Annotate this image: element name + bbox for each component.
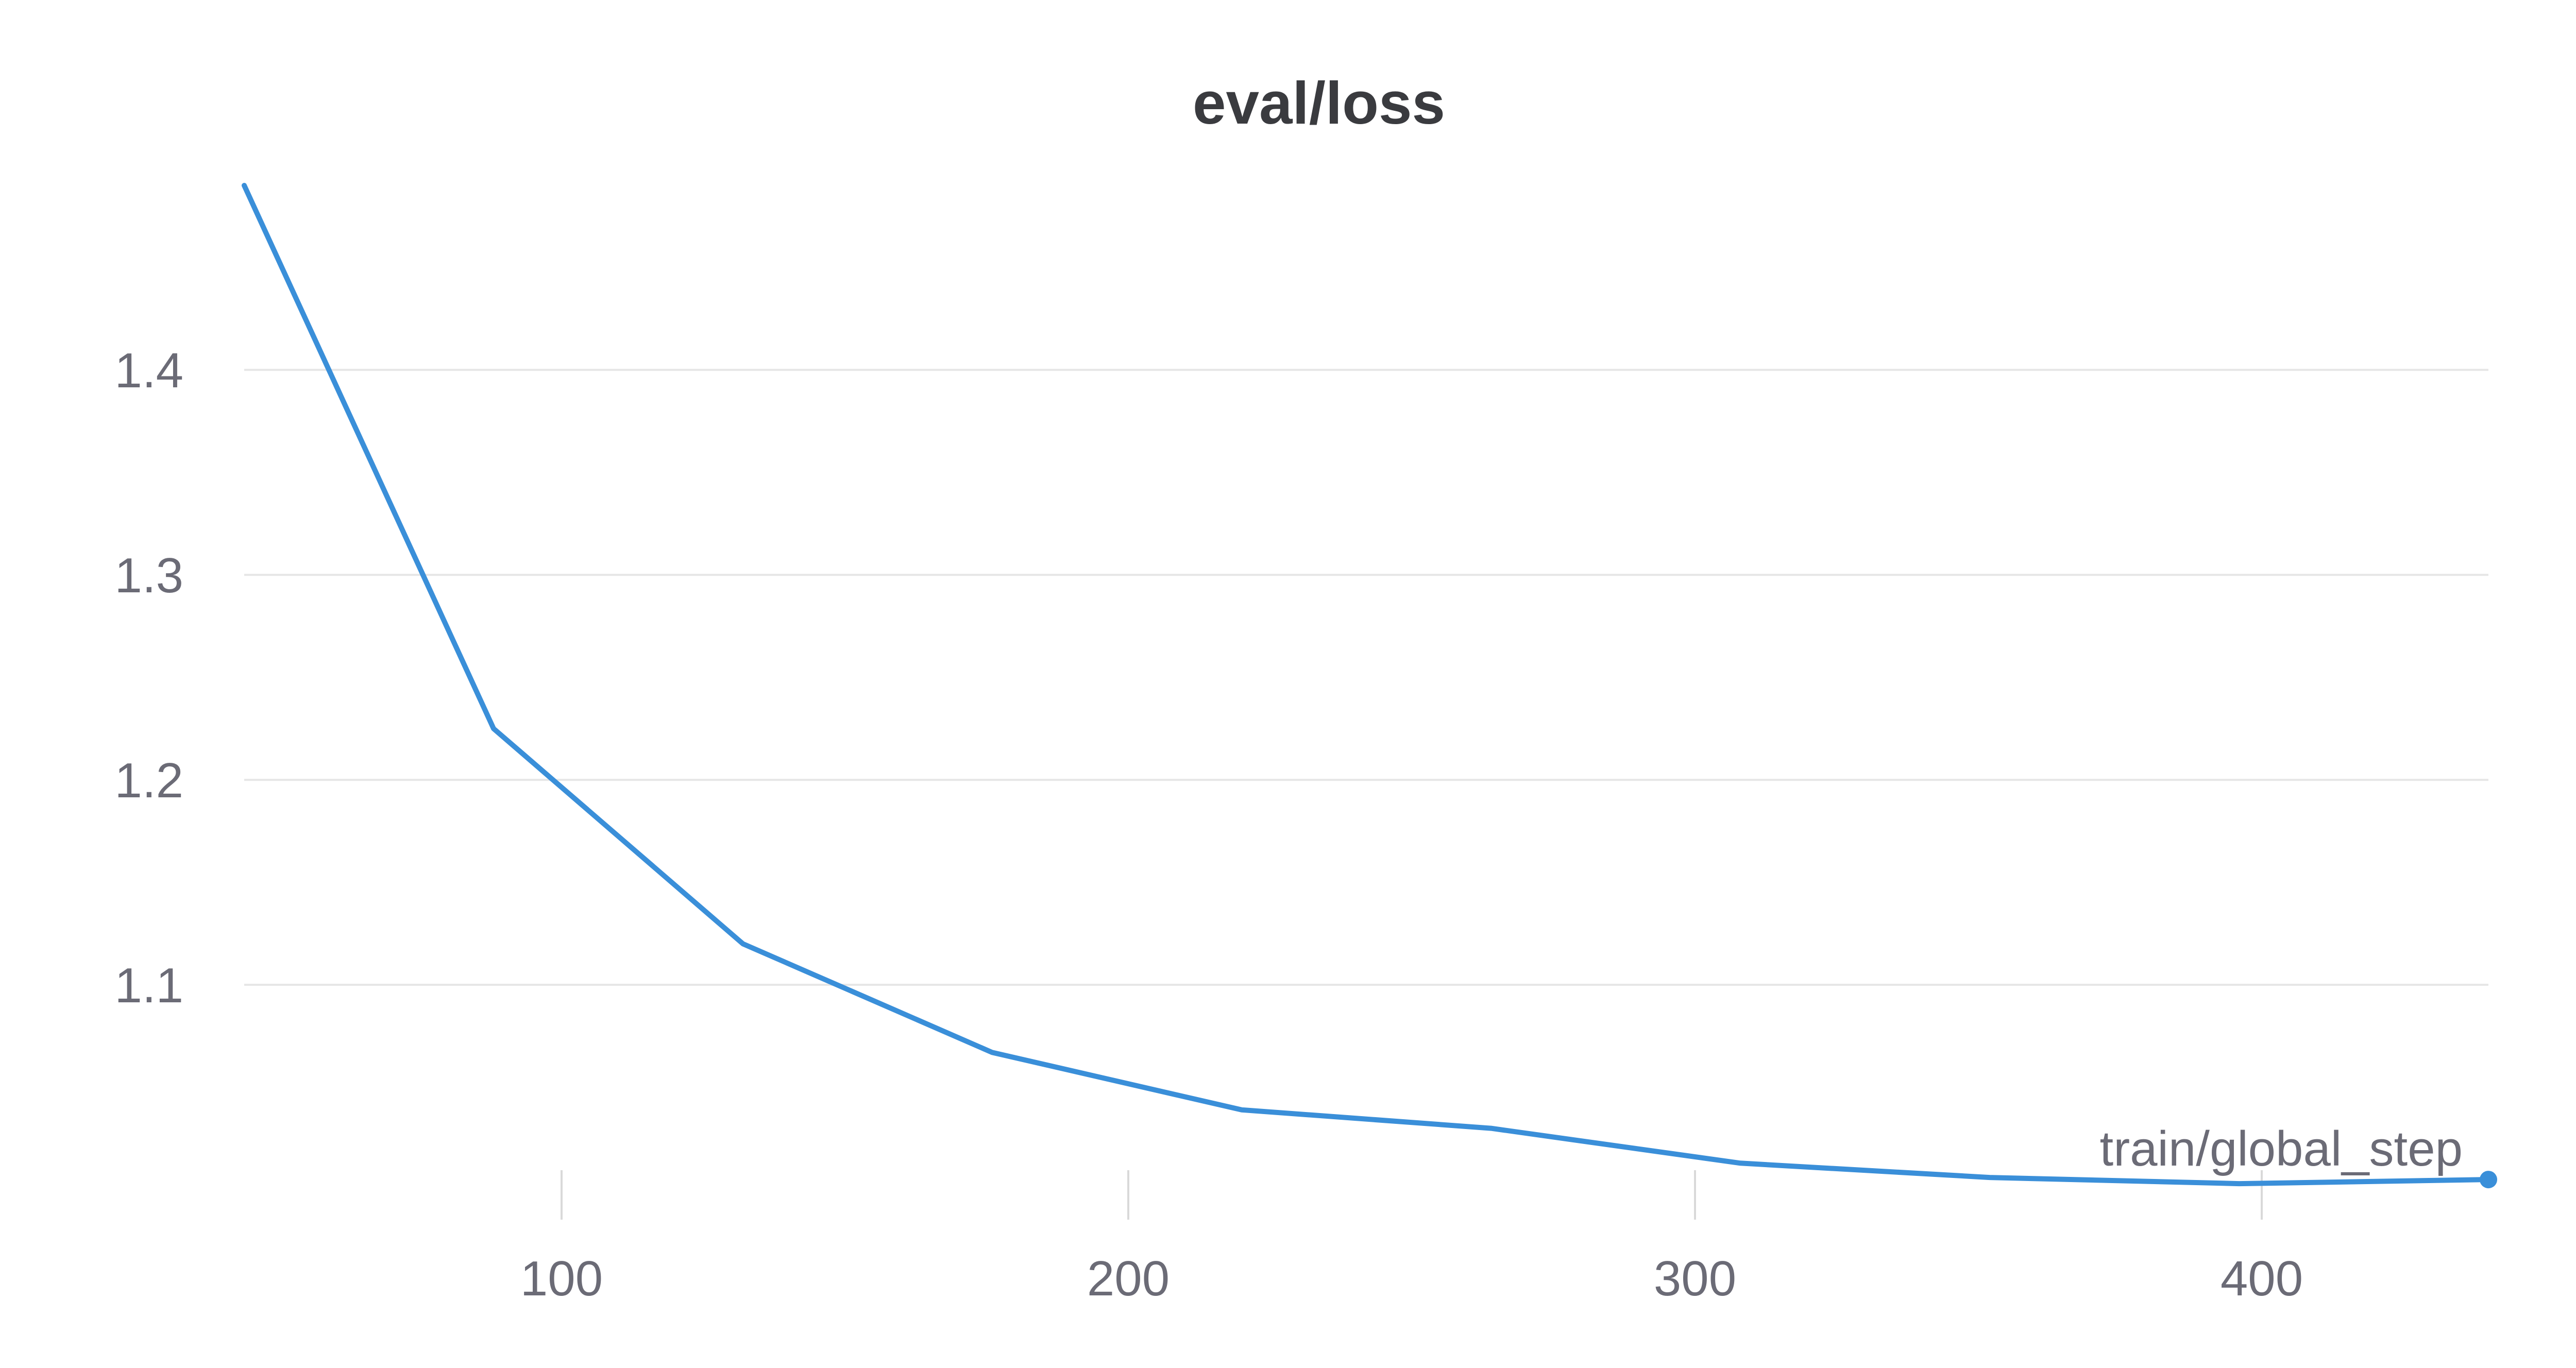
x-tick-label: 400 — [2221, 1251, 2303, 1306]
y-tick-label: 1.1 — [115, 958, 183, 1013]
x-tick-label: 300 — [1654, 1251, 1736, 1306]
series-layer — [242, 183, 2497, 1189]
y-labels-layer: 1.1 1.2 1.3 1.4 — [115, 343, 183, 1013]
x-axis-label: train/global_step — [2100, 1121, 2463, 1176]
x-tick-label: 100 — [520, 1251, 603, 1306]
series-end-point — [2480, 1171, 2497, 1189]
y-tick-label: 1.2 — [115, 753, 183, 808]
chart-title: eval/loss — [1193, 70, 1445, 136]
y-tick-label: 1.4 — [115, 343, 183, 398]
series-line — [242, 183, 2491, 1187]
x-ticks-layer: 100 200 300 400 — [520, 1170, 2303, 1306]
x-tick-label: 200 — [1087, 1251, 1170, 1306]
grid-layer — [244, 369, 2488, 986]
y-tick-label: 1.3 — [115, 548, 183, 603]
